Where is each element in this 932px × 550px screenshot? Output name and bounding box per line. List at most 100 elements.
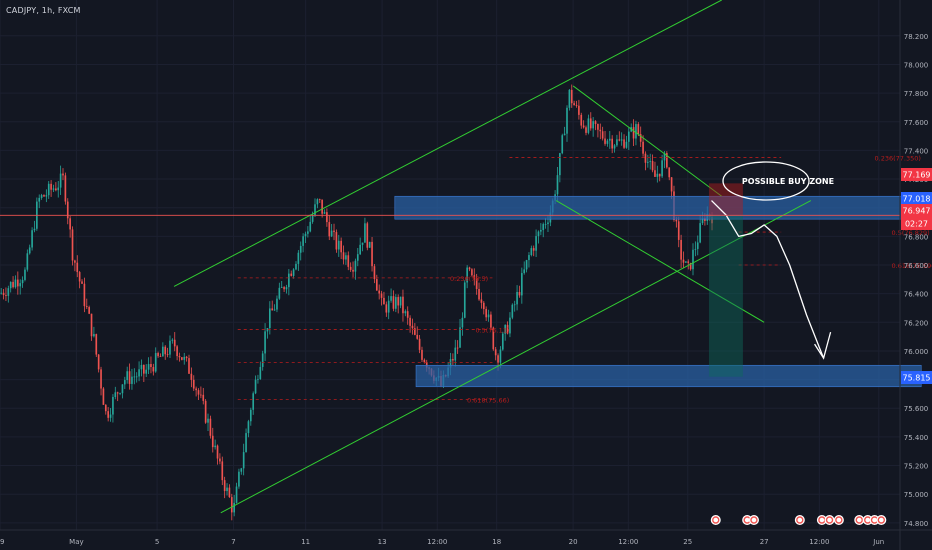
candle-body[interactable] [425,362,428,368]
candle-body[interactable] [297,252,300,264]
candle-body[interactable] [66,201,69,219]
candle-body[interactable] [570,89,573,104]
candle-body[interactable] [138,369,140,377]
candle-body[interactable] [646,161,649,163]
candle-body[interactable] [537,231,540,237]
candle-body[interactable] [278,287,281,299]
candle-body[interactable] [466,267,468,283]
candle-body[interactable] [273,309,276,311]
candle-body[interactable] [145,369,148,374]
candle-body[interactable] [7,288,10,296]
candle-body[interactable] [390,296,392,301]
candle-body[interactable] [347,255,350,267]
candle-body[interactable] [52,188,55,190]
candle-body[interactable] [95,334,98,355]
candle-body[interactable] [580,114,583,126]
candle-body[interactable] [373,266,376,280]
candle-body[interactable] [102,388,105,405]
candle-body[interactable] [59,173,62,188]
trend-line[interactable] [220,200,812,514]
candle-body[interactable] [663,153,666,161]
candle-body[interactable] [335,232,338,250]
candle-body[interactable] [62,173,64,176]
candle-body[interactable] [128,371,131,384]
candle-body[interactable] [295,263,297,270]
candle-body[interactable] [271,308,274,311]
candle-body[interactable] [402,296,404,314]
candle-body[interactable] [31,230,33,248]
fibonacci-levels[interactable]: 0.236(77.350) 0.5(76.829) 0.618(76.596) 0.2… [237,155,932,405]
candle-body[interactable] [207,418,209,423]
candle-body[interactable] [568,89,571,108]
symbol-title[interactable]: CADJPY, 1h, FXCM [6,6,81,15]
candle-body[interactable] [364,223,366,243]
candle-body[interactable] [454,347,457,361]
candle-body[interactable] [677,221,680,240]
candle-body[interactable] [233,502,236,513]
candle-body[interactable] [604,138,606,144]
candle-body[interactable] [516,291,518,305]
candle-body[interactable] [19,283,22,287]
candle-body[interactable] [211,435,214,448]
candle-body[interactable] [57,187,60,191]
candle-body[interactable] [525,260,528,270]
candle-body[interactable] [188,358,190,374]
candle-body[interactable] [656,173,659,177]
economic-event-markers[interactable] [710,515,887,525]
candle-body[interactable] [152,367,155,372]
candle-body[interactable] [352,269,354,272]
candle-body[interactable] [452,359,454,361]
candle-body[interactable] [16,279,19,287]
candle-body[interactable] [140,364,143,370]
trend-line[interactable] [572,85,722,197]
candle-body[interactable] [511,304,514,318]
candle-body[interactable] [518,291,521,296]
candle-body[interactable] [544,223,547,225]
candle-body[interactable] [632,127,635,139]
candle-body[interactable] [649,161,652,162]
candle-body[interactable] [43,195,45,197]
candle-body[interactable] [245,433,247,453]
candle-body[interactable] [692,249,694,270]
candle-body[interactable] [171,339,174,341]
candle-body[interactable] [485,309,488,318]
candle-body[interactable] [166,354,169,356]
candle-body[interactable] [242,452,245,469]
candle-body[interactable] [627,131,630,142]
candle-body[interactable] [142,364,145,374]
candle-body[interactable] [559,153,561,176]
candle-body[interactable] [687,261,690,263]
candle-body[interactable] [71,229,74,261]
candle-body[interactable] [475,278,478,289]
candle-body[interactable] [12,281,14,288]
candle-body[interactable] [459,327,461,348]
candle-body[interactable] [83,283,86,307]
candle-body[interactable] [85,306,88,308]
candle-body[interactable] [471,269,473,276]
candle-body[interactable] [423,359,426,363]
candle-body[interactable] [69,218,71,230]
candle-body[interactable] [264,331,266,354]
candle-body[interactable] [280,287,283,288]
candle-body[interactable] [290,273,293,276]
candle-body[interactable] [694,248,697,250]
candle-body[interactable] [230,497,233,513]
candle-body[interactable] [76,262,79,273]
candle-body[interactable] [121,384,124,394]
candle-body[interactable] [219,458,221,462]
candle-body[interactable] [252,393,255,410]
candle-body[interactable] [304,233,307,237]
candle-body[interactable] [328,222,331,237]
candle-body[interactable] [501,333,504,350]
candle-body[interactable] [520,273,523,296]
candle-body[interactable] [169,340,171,355]
candle-body[interactable] [421,349,423,360]
candle-body[interactable] [14,279,17,288]
candle-body[interactable] [532,248,535,251]
candle-body[interactable] [178,356,181,358]
candle-body[interactable] [704,218,706,221]
short-position-box[interactable] [708,183,743,377]
candle-body[interactable] [620,139,623,141]
candle-body[interactable] [701,218,704,224]
candle-body[interactable] [682,259,685,263]
